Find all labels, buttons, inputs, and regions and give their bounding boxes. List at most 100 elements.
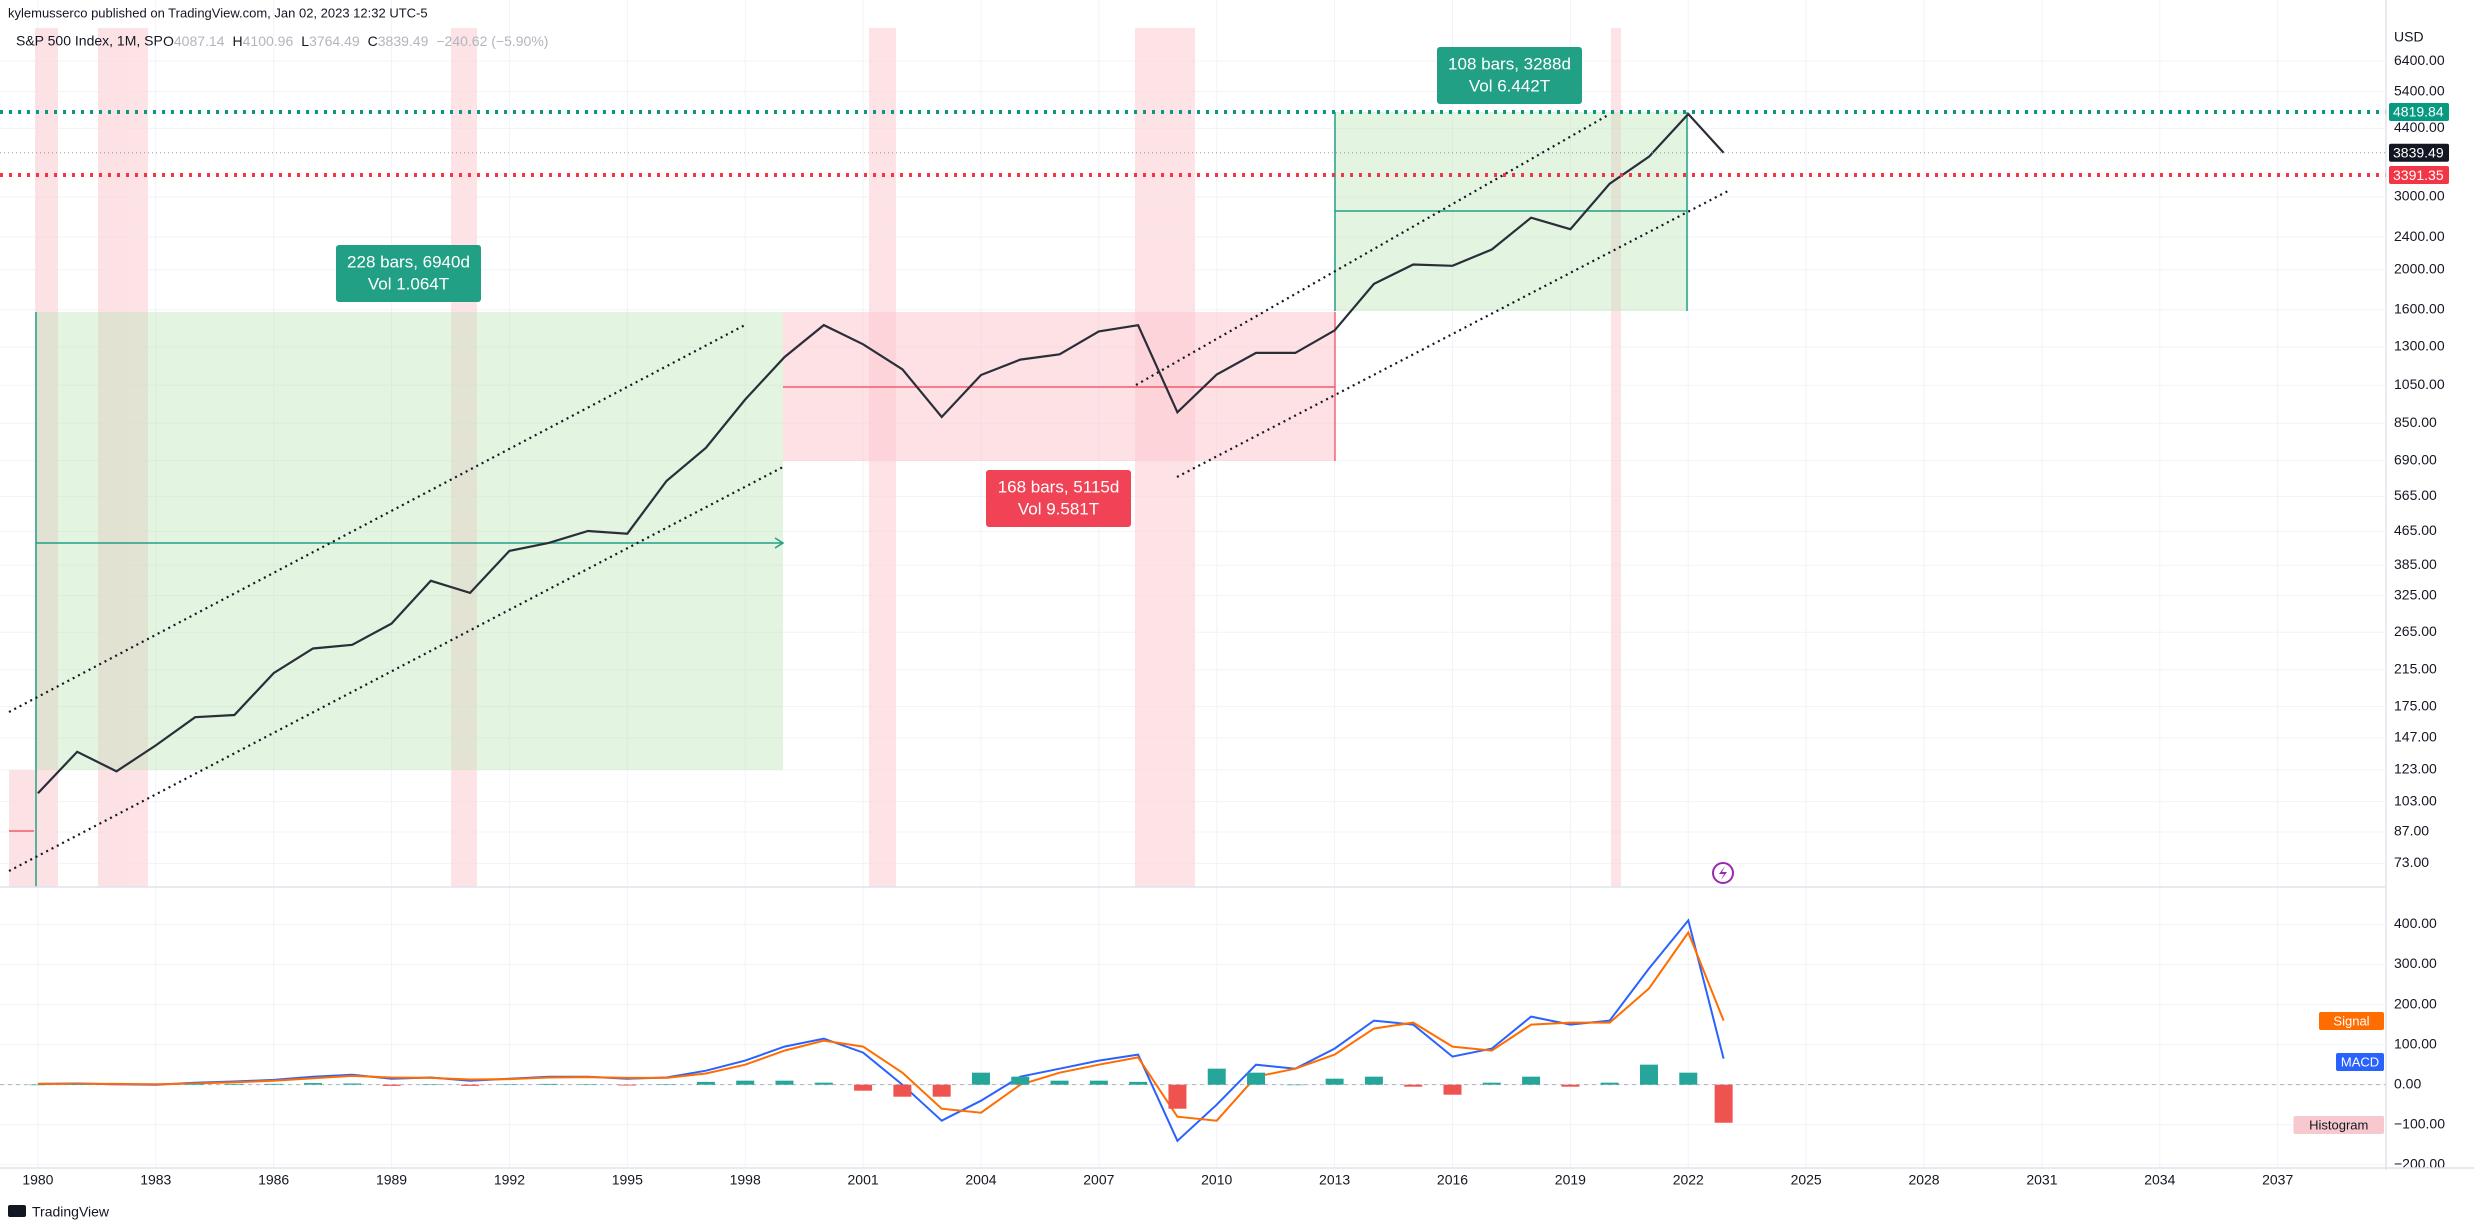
- histogram-bar: [1050, 1080, 1069, 1085]
- histogram-bar: [775, 1080, 794, 1085]
- y-tick-label: 385.00: [2394, 556, 2437, 572]
- histogram-bar: [28, 1084, 47, 1086]
- y-tick-label: 690.00: [2394, 451, 2437, 467]
- histogram-bar: [107, 1084, 126, 1086]
- y-tick-label: 565.00: [2394, 487, 2437, 503]
- y-tick-label: −200.00: [2394, 1155, 2445, 1171]
- histogram-bar: [1325, 1078, 1344, 1085]
- y-tick-label: 4400.00: [2394, 119, 2445, 135]
- range-label: 168 bars, 5115d: [998, 477, 1120, 496]
- range-volume: Vol 1.064T: [368, 274, 449, 293]
- y-tick-label: 465.00: [2394, 522, 2437, 538]
- x-tick-label: 1980: [22, 1172, 53, 1188]
- y-tick-label: 73.00: [2394, 854, 2429, 870]
- y-tick-label: 175.00: [2394, 697, 2437, 713]
- y-tick-label: 100.00: [2394, 1035, 2437, 1051]
- histogram-bar: [1679, 1072, 1698, 1085]
- y-tick-label: 325.00: [2394, 586, 2437, 602]
- y-tick-label: 123.00: [2394, 761, 2437, 777]
- channel-line: [1176, 190, 1729, 478]
- histogram-bar: [1011, 1076, 1030, 1085]
- histogram-bar: [618, 1084, 637, 1086]
- histogram-bar: [1364, 1076, 1383, 1085]
- histogram-bar: [736, 1080, 755, 1085]
- axis-unit: USD: [2394, 29, 2424, 45]
- y-tick-label: 200.00: [2394, 995, 2437, 1011]
- x-tick-label: 2016: [1437, 1172, 1468, 1188]
- publisher: kylemusserco published on TradingView.co…: [8, 5, 428, 20]
- price-level-label: 4819.84: [2393, 104, 2444, 120]
- histogram-bar: [1207, 1068, 1226, 1085]
- histogram-bar: [1286, 1084, 1305, 1086]
- logo: [8, 1205, 26, 1217]
- event-icon-bolt: [1719, 866, 1727, 880]
- ohlc-value: 4100.96: [243, 33, 294, 49]
- price-line: [37, 112, 1725, 794]
- range-label: 228 bars, 6940d: [347, 252, 470, 271]
- histogram-bar: [971, 1072, 990, 1085]
- x-tick-label: 2022: [1673, 1172, 1704, 1188]
- range-label: 108 bars, 3288d: [1448, 54, 1571, 73]
- x-tick-label: 2025: [1791, 1172, 1822, 1188]
- histogram-bar: [1639, 1064, 1658, 1085]
- histogram-bar: [1522, 1076, 1541, 1085]
- ohlc-key: L: [301, 33, 309, 49]
- y-tick-label: 400.00: [2394, 915, 2437, 931]
- price-level-badge: [2389, 143, 2449, 162]
- x-tick-label: 2013: [1319, 1172, 1350, 1188]
- histogram-bar: [421, 1084, 440, 1085]
- macd-line: [37, 930, 1725, 1122]
- x-tick-label: 2019: [1555, 1172, 1586, 1188]
- histogram-bar: [1168, 1084, 1187, 1109]
- price-level-badge: [2389, 103, 2449, 122]
- macd-line: [37, 918, 1725, 1143]
- range-label-box: [336, 245, 481, 302]
- symbol: S&P 500 Index, 1M, SP: [16, 33, 163, 49]
- ohlc-value: 3839.49: [378, 33, 429, 49]
- x-tick-label: 1995: [612, 1172, 643, 1188]
- y-tick-label: 3000.00: [2394, 188, 2445, 204]
- histogram-bar: [893, 1084, 912, 1097]
- histogram-bar: [539, 1083, 558, 1085]
- ohlc-legend: O4087.14 H4100.96 L3764.49 C3839.49 −240.62 …: [163, 33, 548, 49]
- y-tick-label: 265.00: [2394, 623, 2437, 639]
- y-tick-label: 2000.00: [2394, 260, 2445, 276]
- y-tick-label: 0.00: [2394, 1075, 2421, 1091]
- legend-label: Signal: [2333, 1013, 2369, 1028]
- y-tick-label: 5400.00: [2394, 82, 2445, 98]
- y-tick-label: 1300.00: [2394, 338, 2445, 354]
- x-tick-label: 1989: [376, 1172, 407, 1188]
- histogram-bar: [186, 1083, 205, 1085]
- x-tick-label: 2004: [965, 1172, 996, 1188]
- y-tick-label: 215.00: [2394, 660, 2437, 676]
- histogram-bar: [1404, 1084, 1423, 1087]
- x-tick-label: 1983: [140, 1172, 171, 1188]
- histogram-bar: [1129, 1081, 1148, 1085]
- range-label-box: [1437, 47, 1582, 104]
- x-tick-label: 1992: [494, 1172, 525, 1188]
- y-tick-label: 147.00: [2394, 729, 2437, 745]
- histogram-bar: [1600, 1082, 1619, 1085]
- histogram-bar: [146, 1084, 165, 1086]
- histogram-bar: [1561, 1084, 1580, 1087]
- channel-line: [1135, 113, 1611, 386]
- ohlc-key: H: [233, 33, 243, 49]
- histogram-bar: [1714, 1084, 1733, 1123]
- histogram-bar: [500, 1084, 519, 1085]
- range-label-box: [986, 470, 1131, 527]
- y-tick-label: 87.00: [2394, 823, 2429, 839]
- y-tick-label: 6400.00: [2394, 52, 2445, 68]
- channel-lines: [8, 113, 1729, 872]
- legend-badge: [2336, 1053, 2384, 1071]
- y-tick-label: 850.00: [2394, 414, 2437, 430]
- histogram-bar: [461, 1084, 480, 1086]
- event-icon[interactable]: [1712, 862, 1734, 884]
- x-tick-label: 2001: [848, 1172, 879, 1188]
- y-tick-label: 300.00: [2394, 955, 2437, 971]
- y-tick-label: 1050.00: [2394, 376, 2445, 392]
- ohlc-change: −240.62 (−5.90%): [436, 33, 548, 49]
- ohlc-value: 4087.14: [174, 33, 225, 49]
- x-tick-label: 2007: [1083, 1172, 1114, 1188]
- legend-badge: [2293, 1116, 2384, 1134]
- histogram-bar: [1443, 1084, 1462, 1095]
